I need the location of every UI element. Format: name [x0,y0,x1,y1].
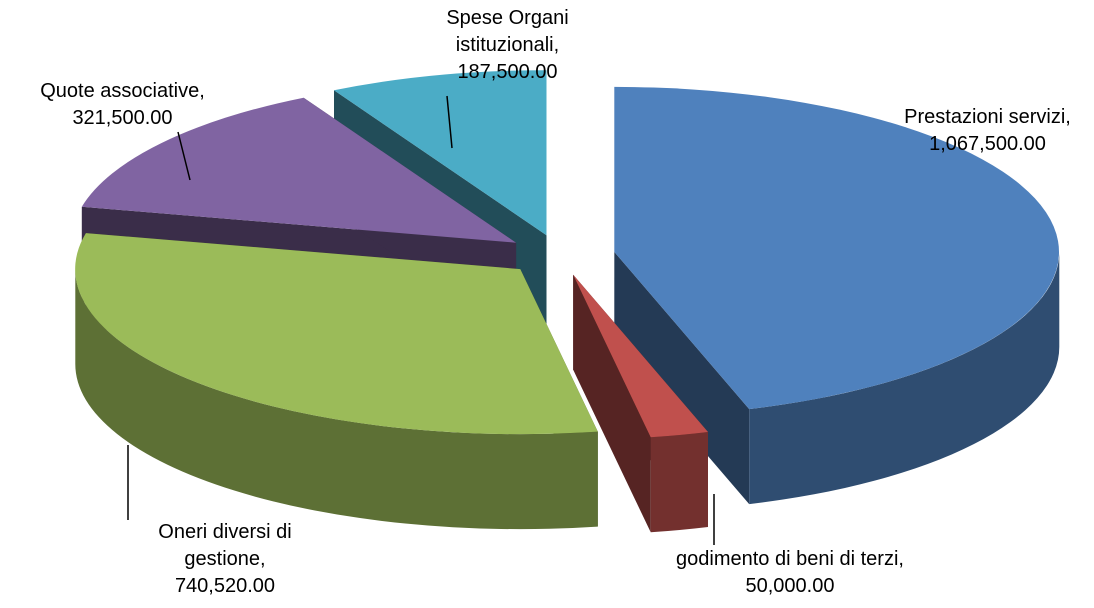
slice-wall [650,432,708,533]
slice-wall [749,251,1060,505]
data-label-value: 187,500.00 [457,61,558,83]
data-label-value: 321,500.00 [72,107,173,129]
pie [75,70,1060,533]
data-label-value: 50,000.00 [745,575,835,597]
data-label: Prestazioni servizi, 1,067,500.00 [880,104,1094,158]
leader-lines [127,95,715,545]
data-label: Oneri diversi di gestione, 740,520.00 [115,519,335,600]
data-label: godimento di beni di terzi, 50,000.00 [660,546,920,600]
data-label: Spese Organi istituzionali, 187,500.00 [415,5,600,86]
data-label-category: godimento di beni di terzi, [676,548,904,570]
slice [573,274,708,438]
data-label-value: 740,520.00 [174,575,276,597]
slice [81,97,517,243]
slice [75,233,598,435]
data-label-category: Oneri diversi di gestione, [158,521,292,570]
data-label-value: 1,067,500.00 [929,133,1046,155]
slice [334,70,547,236]
leader-line [177,131,191,181]
data-label: Quote associative, 321,500.00 [5,78,240,132]
data-label-category: Quote associative, [40,80,205,102]
leader-line [446,95,453,149]
slice-wall [75,269,598,530]
data-label-category: Spese Organi istituzionali, [446,7,569,56]
slice-side [614,251,750,505]
slice [614,86,1059,410]
slice-side [573,274,651,533]
data-label-category: Prestazioni servizi, [904,106,1071,128]
